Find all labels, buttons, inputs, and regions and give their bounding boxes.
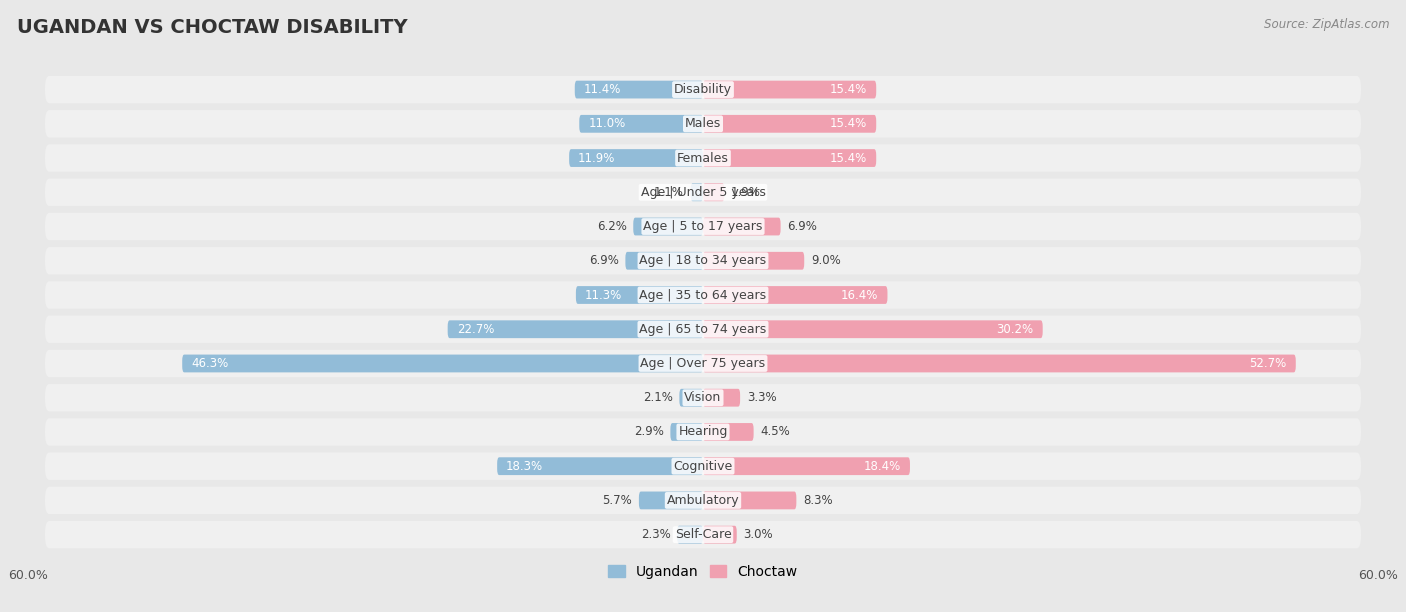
Text: Vision: Vision (685, 391, 721, 404)
Text: 1.9%: 1.9% (731, 186, 761, 199)
FancyBboxPatch shape (703, 389, 740, 406)
FancyBboxPatch shape (703, 115, 876, 133)
Text: 6.2%: 6.2% (596, 220, 627, 233)
FancyBboxPatch shape (703, 184, 724, 201)
FancyBboxPatch shape (626, 252, 703, 270)
Text: 4.5%: 4.5% (761, 425, 790, 438)
Text: 6.9%: 6.9% (787, 220, 817, 233)
FancyBboxPatch shape (576, 286, 703, 304)
Text: 30.2%: 30.2% (997, 323, 1033, 336)
Text: 2.1%: 2.1% (643, 391, 672, 404)
Text: Source: ZipAtlas.com: Source: ZipAtlas.com (1264, 18, 1389, 31)
FancyBboxPatch shape (45, 521, 1361, 548)
FancyBboxPatch shape (703, 354, 1296, 372)
FancyBboxPatch shape (671, 423, 703, 441)
FancyBboxPatch shape (579, 115, 703, 133)
FancyBboxPatch shape (45, 282, 1361, 308)
FancyBboxPatch shape (703, 286, 887, 304)
FancyBboxPatch shape (45, 487, 1361, 514)
Text: Age | 18 to 34 years: Age | 18 to 34 years (640, 254, 766, 267)
Text: Age | Under 5 years: Age | Under 5 years (641, 186, 765, 199)
FancyBboxPatch shape (703, 81, 876, 99)
FancyBboxPatch shape (690, 184, 703, 201)
FancyBboxPatch shape (447, 320, 703, 338)
Text: Age | 65 to 74 years: Age | 65 to 74 years (640, 323, 766, 336)
Text: 11.3%: 11.3% (585, 288, 621, 302)
Text: 8.3%: 8.3% (803, 494, 832, 507)
Text: 9.0%: 9.0% (811, 254, 841, 267)
Text: Males: Males (685, 118, 721, 130)
FancyBboxPatch shape (183, 354, 703, 372)
Text: Hearing: Hearing (678, 425, 728, 438)
Text: Disability: Disability (673, 83, 733, 96)
Text: 15.4%: 15.4% (830, 118, 868, 130)
FancyBboxPatch shape (45, 418, 1361, 446)
FancyBboxPatch shape (703, 149, 876, 167)
FancyBboxPatch shape (498, 457, 703, 475)
FancyBboxPatch shape (45, 179, 1361, 206)
Text: 1.1%: 1.1% (654, 186, 683, 199)
Text: Age | Over 75 years: Age | Over 75 years (641, 357, 765, 370)
FancyBboxPatch shape (45, 110, 1361, 138)
Text: Age | 35 to 64 years: Age | 35 to 64 years (640, 288, 766, 302)
FancyBboxPatch shape (45, 350, 1361, 377)
Text: UGANDAN VS CHOCTAW DISABILITY: UGANDAN VS CHOCTAW DISABILITY (17, 18, 408, 37)
Text: Self-Care: Self-Care (675, 528, 731, 541)
Text: 6.9%: 6.9% (589, 254, 619, 267)
Text: 11.4%: 11.4% (583, 83, 621, 96)
FancyBboxPatch shape (45, 452, 1361, 480)
FancyBboxPatch shape (703, 491, 796, 509)
FancyBboxPatch shape (638, 491, 703, 509)
FancyBboxPatch shape (45, 247, 1361, 274)
FancyBboxPatch shape (703, 457, 910, 475)
FancyBboxPatch shape (45, 76, 1361, 103)
FancyBboxPatch shape (703, 218, 780, 236)
Text: 16.4%: 16.4% (841, 288, 879, 302)
Text: 3.0%: 3.0% (744, 528, 773, 541)
FancyBboxPatch shape (679, 389, 703, 406)
Text: 5.7%: 5.7% (602, 494, 633, 507)
Text: Cognitive: Cognitive (673, 460, 733, 472)
Text: 15.4%: 15.4% (830, 83, 868, 96)
Text: Females: Females (678, 152, 728, 165)
FancyBboxPatch shape (45, 213, 1361, 241)
FancyBboxPatch shape (703, 423, 754, 441)
FancyBboxPatch shape (45, 144, 1361, 172)
Text: 52.7%: 52.7% (1250, 357, 1286, 370)
Text: 22.7%: 22.7% (457, 323, 494, 336)
Text: 18.4%: 18.4% (863, 460, 901, 472)
Text: 11.9%: 11.9% (578, 152, 616, 165)
Text: 15.4%: 15.4% (830, 152, 868, 165)
FancyBboxPatch shape (569, 149, 703, 167)
Text: 3.3%: 3.3% (747, 391, 776, 404)
FancyBboxPatch shape (45, 384, 1361, 411)
FancyBboxPatch shape (703, 252, 804, 270)
Text: 46.3%: 46.3% (191, 357, 228, 370)
Text: 2.3%: 2.3% (641, 528, 671, 541)
FancyBboxPatch shape (575, 81, 703, 99)
FancyBboxPatch shape (703, 320, 1043, 338)
Text: 11.0%: 11.0% (588, 118, 626, 130)
FancyBboxPatch shape (633, 218, 703, 236)
Legend: Ugandan, Choctaw: Ugandan, Choctaw (603, 559, 803, 584)
Text: 18.3%: 18.3% (506, 460, 543, 472)
Text: Age | 5 to 17 years: Age | 5 to 17 years (644, 220, 762, 233)
FancyBboxPatch shape (703, 526, 737, 543)
FancyBboxPatch shape (678, 526, 703, 543)
FancyBboxPatch shape (45, 316, 1361, 343)
Text: Ambulatory: Ambulatory (666, 494, 740, 507)
Text: 2.9%: 2.9% (634, 425, 664, 438)
